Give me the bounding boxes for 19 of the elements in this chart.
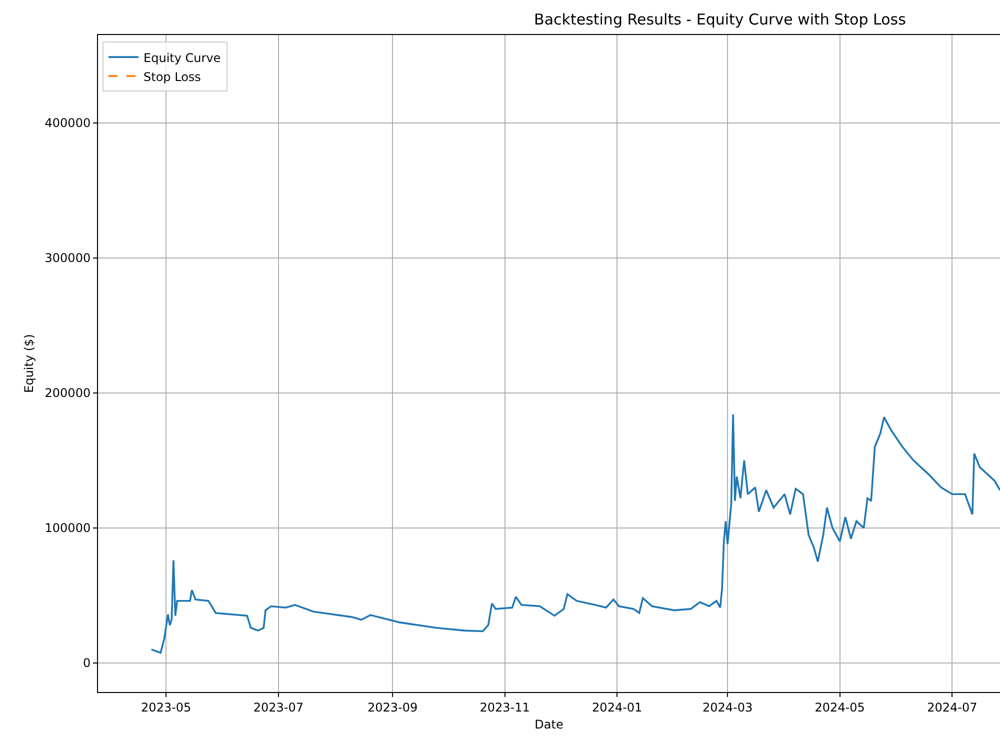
y-tick-label: 300000 [44, 251, 91, 266]
y-tick-label: 0 [82, 656, 91, 670]
legend-label: Equity Curve [144, 50, 221, 65]
x-tick-label: 2024-03 [702, 700, 753, 714]
x-tick-label: 2024-05 [814, 700, 865, 714]
x-tick-label: 2024-07 [927, 700, 978, 714]
y-tick-label: 200000 [44, 386, 91, 400]
y-tick-label: 100000 [44, 521, 91, 536]
x-tick-label: 2024-01 [592, 700, 642, 714]
x-tick-label: 2023-05 [141, 700, 192, 714]
y-axis-title: Equity ($) [22, 334, 36, 393]
line-series [150, 414, 1000, 654]
legend-label: Stop Loss [144, 70, 201, 84]
x-tick-label: 2023-11 [480, 700, 530, 714]
x-axis-title: Date [534, 717, 564, 732]
chart-title: Backtesting Results - Equity Curve with Stop Loss [534, 10, 906, 28]
x-tick-label: 2023-07 [253, 700, 304, 714]
x-tick-label: 2023-09 [367, 700, 418, 714]
y-tick-label: 400000 [44, 116, 91, 130]
